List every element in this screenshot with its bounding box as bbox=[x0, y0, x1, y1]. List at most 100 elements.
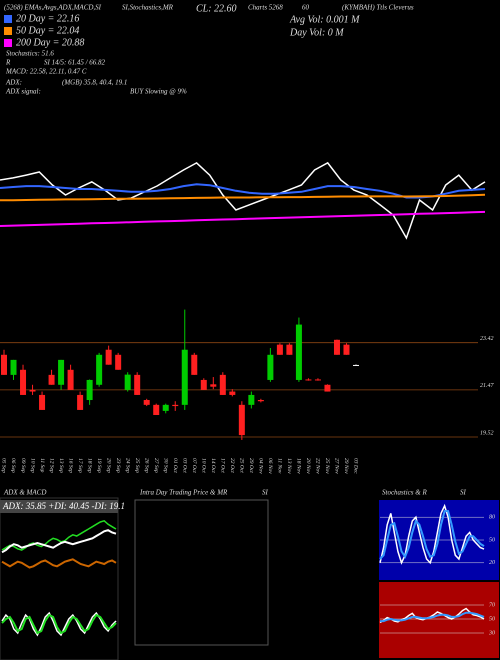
panel-frame bbox=[0, 497, 119, 660]
series-line bbox=[1, 558, 117, 569]
stat: ADX: bbox=[5, 79, 22, 87]
series-line bbox=[380, 611, 485, 623]
candle-body bbox=[257, 400, 264, 402]
legend-swatch bbox=[4, 27, 12, 35]
legend-label: 50 Day = 22.04 bbox=[16, 25, 79, 36]
x-tick-label: 06 Nov bbox=[267, 458, 273, 474]
x-tick-label: 04 Nov bbox=[258, 458, 265, 474]
candle-body bbox=[181, 349, 188, 405]
avg-volume: Avg Vol: 0.001 M bbox=[289, 14, 360, 25]
y-tick-label: 19.52 bbox=[480, 430, 494, 436]
x-tick-label: 14 Oct bbox=[210, 458, 217, 473]
x-tick-label: 19 Sep bbox=[96, 458, 102, 473]
stat: ADX signal: bbox=[5, 88, 41, 96]
header-text: (KYMBAH) Ttls Cleverus bbox=[342, 4, 414, 12]
candle-body bbox=[200, 379, 207, 390]
stat: MACD: 22.58, 22.11, 0.47 C bbox=[5, 68, 87, 76]
candle-body bbox=[29, 389, 36, 392]
x-tick-label: 25 Oct bbox=[239, 458, 245, 473]
x-tick-label: 13 Nov bbox=[286, 458, 292, 474]
candle-body bbox=[48, 374, 55, 385]
x-tick-label: 12 Sep bbox=[48, 458, 54, 473]
x-tick-label: 22 Nov bbox=[315, 458, 321, 474]
candle-body bbox=[20, 369, 27, 395]
candle-body bbox=[124, 374, 131, 390]
x-tick-label: 27 Nov bbox=[334, 458, 340, 474]
x-tick-label: 18 Nov bbox=[296, 458, 302, 474]
panel-title: SI bbox=[460, 489, 467, 497]
x-tick-label: 03 Dec bbox=[353, 458, 359, 474]
y-tick-label: 20 bbox=[489, 560, 495, 566]
stat: R bbox=[5, 59, 11, 67]
candle-body bbox=[96, 354, 103, 385]
candle-body bbox=[39, 394, 46, 410]
series-line bbox=[1, 611, 117, 637]
x-tick-label: 09 Sep bbox=[20, 458, 26, 473]
day-volume: Day Vol: 0 M bbox=[289, 27, 344, 38]
series-line bbox=[0, 193, 486, 202]
x-tick-label: 20 Sep bbox=[105, 458, 111, 473]
series-line bbox=[0, 210, 486, 227]
series-line bbox=[1, 613, 117, 635]
candle-body bbox=[172, 404, 179, 407]
series-line bbox=[0, 161, 486, 240]
candle-body bbox=[353, 364, 359, 366]
y-tick-label: 30 bbox=[488, 630, 495, 636]
candle-body bbox=[229, 391, 236, 395]
panel-title: SI bbox=[262, 489, 269, 497]
y-tick-label: 50 bbox=[489, 616, 495, 622]
annotation-bg bbox=[0, 500, 118, 513]
candle-body bbox=[324, 384, 331, 392]
x-tick-label: 25 Nov bbox=[324, 458, 330, 474]
candle-body bbox=[67, 369, 74, 390]
x-tick-label: 18 Sep bbox=[86, 458, 92, 473]
x-tick-label: 16 Sep bbox=[67, 458, 73, 473]
series-line bbox=[1, 519, 117, 551]
panel-title: Stochastics & R bbox=[382, 489, 427, 497]
series-line bbox=[1, 529, 117, 554]
candle-body bbox=[162, 404, 169, 411]
candle-body bbox=[333, 339, 340, 355]
header-text: 60 bbox=[302, 4, 310, 12]
legend-label: 200 Day = 20.88 bbox=[16, 37, 84, 48]
x-tick-label: 13 Sep bbox=[58, 458, 64, 473]
candle-body bbox=[314, 379, 321, 381]
y-tick-label: 21.47 bbox=[480, 382, 495, 389]
x-tick-label: 29 Nov bbox=[343, 458, 349, 474]
x-tick-label: 24 Sep bbox=[124, 458, 131, 473]
annotation: ADX: 35.85 +DI: 40.45 -DI: 19.1 bbox=[2, 501, 125, 511]
candle-body bbox=[77, 394, 84, 410]
x-tick-label: 03 Oct bbox=[181, 458, 187, 473]
candle-body bbox=[143, 400, 150, 405]
legend-label: 20 Day = 22.16 bbox=[16, 13, 79, 24]
header-text: Charts 5268 bbox=[248, 4, 283, 12]
header-text: (5268) EMAs,Avgs,ADX,MACD,SI bbox=[4, 4, 102, 12]
candle-body bbox=[134, 374, 141, 395]
x-tick-label: 29 Oct bbox=[248, 458, 254, 473]
candle-body bbox=[305, 379, 312, 381]
legend-swatch bbox=[4, 39, 12, 47]
candle-body bbox=[295, 324, 302, 380]
x-tick-label: 10 Oct bbox=[201, 458, 207, 473]
candle-body bbox=[153, 404, 160, 416]
candle-body bbox=[191, 354, 198, 375]
series-line bbox=[379, 503, 485, 565]
y-tick-label: 80 bbox=[489, 515, 495, 521]
candle-body bbox=[286, 344, 293, 355]
x-tick-label: 25 Sep bbox=[134, 458, 140, 473]
stat: (MGB) 35.8, 40.4, 19.1 bbox=[62, 79, 127, 87]
candle-body bbox=[267, 354, 274, 380]
series-line bbox=[379, 607, 485, 624]
candle-body bbox=[86, 379, 93, 401]
x-tick-label: 26 Sep bbox=[143, 458, 149, 473]
candle-body bbox=[238, 404, 245, 436]
x-tick-label: 17 Oct bbox=[220, 458, 226, 473]
candle-body bbox=[1, 354, 7, 375]
stat: Stochastics: 51.6 bbox=[6, 50, 54, 58]
candle-body bbox=[248, 394, 255, 405]
intraday-frame bbox=[134, 499, 269, 646]
stat: SI 14/5: 61.45 / 66.82 bbox=[44, 59, 106, 67]
x-tick-label: 01 Oct bbox=[172, 458, 178, 473]
